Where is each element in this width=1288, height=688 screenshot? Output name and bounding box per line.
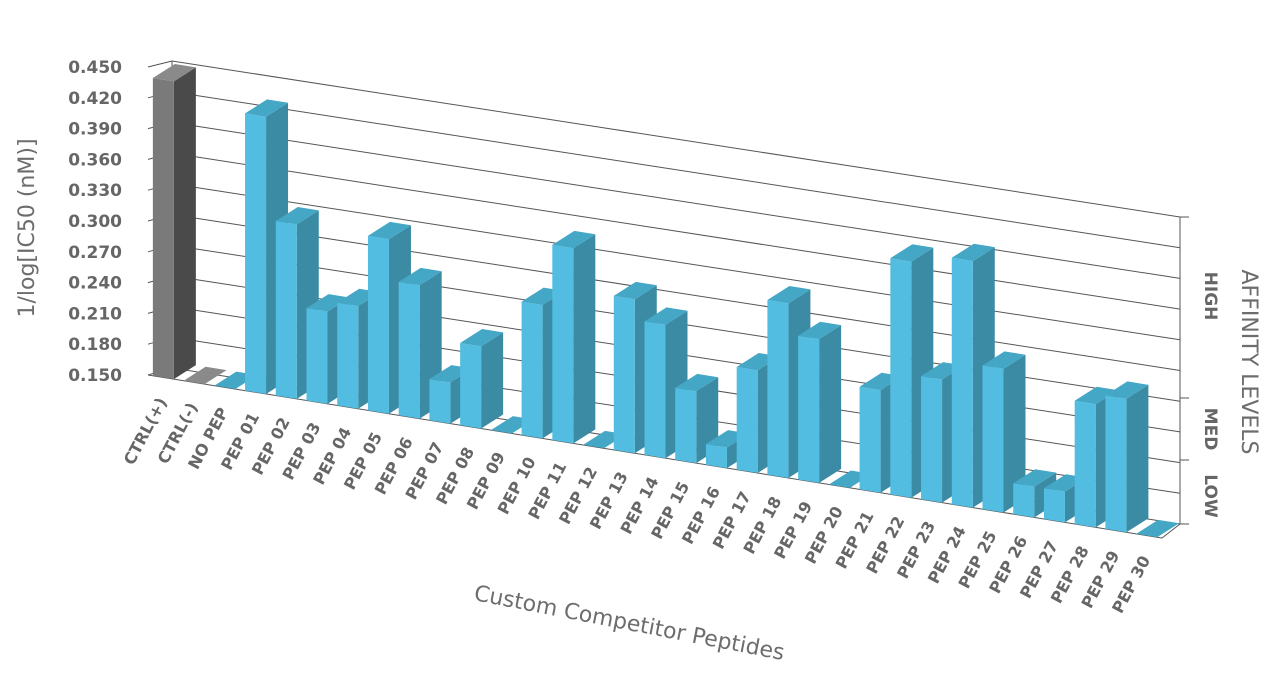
bar-top (1013, 469, 1057, 487)
bar-top (675, 373, 719, 392)
bar-front (152, 78, 174, 380)
bar-pep-14 (644, 307, 688, 459)
affinity-levels-title: AFFINITY LEVELS (1236, 270, 1261, 455)
bar-side (1003, 354, 1026, 513)
gridline (171, 121, 1181, 279)
bar-front (245, 113, 267, 394)
y-tick-label: 0.270 (68, 243, 122, 263)
chart-bars (152, 64, 1180, 538)
bar-top (613, 281, 657, 300)
gridline (171, 183, 1181, 341)
bar-front (798, 335, 820, 483)
bar-front (736, 366, 758, 474)
bar-pep-25 (982, 351, 1026, 513)
bar-front (398, 281, 420, 419)
bar-top (1105, 381, 1149, 399)
bar-front (460, 343, 482, 429)
y-tick-label: 0.150 (68, 366, 122, 386)
bar-front (552, 244, 574, 444)
bar-front (1105, 395, 1127, 533)
bar-top (398, 267, 442, 286)
bar-floor (1136, 519, 1180, 538)
bar-front (1074, 400, 1096, 528)
y-axis-ticks: 0.450 0.420 0.390 0.360 0.330 0.300 0.270 0.240… (68, 58, 122, 386)
bar-side (481, 332, 504, 429)
bar-front (767, 300, 789, 478)
bar-side (819, 325, 842, 483)
bar-top (767, 286, 811, 304)
bar-top (460, 329, 504, 347)
affinity-level-high: HIGH (1200, 272, 1220, 321)
bar-front (306, 308, 328, 404)
gridline-side (147, 60, 173, 68)
affinity-level-med: MED (1200, 408, 1220, 451)
affinity-level-low: LOW (1200, 474, 1220, 518)
gridline (171, 91, 1181, 249)
bar-pep-08 (460, 329, 504, 429)
bar-front (675, 387, 697, 464)
bar-front (337, 302, 359, 409)
gridline (171, 152, 1181, 310)
y-axis-title: 1/log[IC50 (nM)] (15, 138, 40, 317)
bar-front (429, 379, 451, 424)
bar-top (951, 243, 995, 262)
bar-front (921, 376, 943, 503)
bar-front (275, 221, 297, 399)
bar-side (1126, 384, 1149, 533)
bar-front (1013, 483, 1035, 518)
bar-top (644, 307, 688, 325)
y-tick-label: 0.420 (68, 89, 122, 109)
bar-top (890, 244, 934, 262)
bar-top (552, 230, 596, 249)
bar-front (705, 444, 727, 469)
bar-pep-30 (1136, 519, 1180, 538)
bar-top (306, 294, 350, 312)
bar-front (859, 386, 881, 493)
bar-pep-19 (798, 321, 842, 483)
bar-front (644, 321, 666, 459)
bar-top (245, 99, 289, 117)
y-tick-label: 0.450 (68, 58, 122, 78)
bar-pep-26 (1013, 469, 1057, 518)
bar-front (613, 295, 635, 454)
bar-ctrl- (183, 366, 227, 385)
bar-front (890, 258, 912, 498)
bar-front (982, 365, 1004, 513)
y-tick-label: 0.300 (68, 212, 122, 232)
bar-front (367, 235, 389, 414)
bar-floor (183, 366, 227, 385)
y-tick-label: 0.180 (68, 335, 122, 355)
y-tick-label: 0.390 (68, 120, 122, 140)
floor-right-edge (1161, 523, 1181, 539)
bar-top (152, 64, 196, 82)
bar-ctrl- (152, 64, 196, 380)
bar-top (982, 351, 1026, 369)
bar-pep-11 (552, 230, 596, 444)
gridline (171, 60, 1181, 218)
y-tick-label: 0.330 (68, 181, 122, 201)
bar-top (1074, 386, 1118, 405)
bar-pep-29 (1105, 381, 1149, 533)
y-tick-label: 0.360 (68, 150, 122, 170)
x-axis-title: Custom Competitor Peptides (472, 581, 787, 666)
bar-side (173, 67, 196, 380)
bar-side (573, 234, 596, 444)
bar-front (1043, 488, 1065, 523)
bar-front (521, 301, 543, 439)
bar-top (275, 207, 319, 225)
y-tick-label: 0.210 (68, 304, 122, 324)
bar-top (798, 321, 842, 340)
bar-top (367, 221, 411, 240)
y-tick-label: 0.240 (68, 274, 122, 294)
gridline (171, 214, 1181, 371)
bar-front (951, 257, 973, 508)
